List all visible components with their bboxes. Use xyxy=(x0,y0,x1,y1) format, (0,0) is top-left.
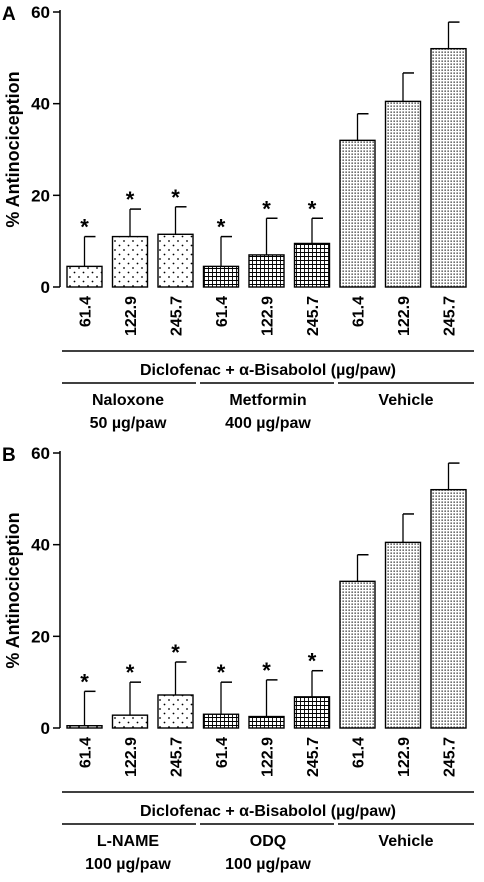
chart-panel-b: B 0 20 40 60 % Antinociception * 61.4 * 122.9 * 245… xyxy=(0,441,484,882)
category-label: 61.4 xyxy=(351,737,368,768)
panel-label: B xyxy=(2,445,16,466)
bar xyxy=(430,47,467,288)
category-label: 61.4 xyxy=(78,296,95,327)
bar xyxy=(384,100,422,288)
bar xyxy=(66,265,103,288)
bar xyxy=(157,694,194,729)
significance-marker: * xyxy=(126,660,135,685)
category-label: 245.7 xyxy=(442,296,459,336)
category-label: 245.7 xyxy=(169,737,186,777)
category-label: 61.4 xyxy=(214,737,231,768)
chart-panel-a: A 0 20 40 60 % Antinociception * 61.4 * 122.9 * 245… xyxy=(2,3,474,432)
bar xyxy=(384,541,422,729)
significance-marker: * xyxy=(80,669,89,694)
bar-chart-a: A 0 20 40 60 % Antinociception * 61.4 * 122.9 * 245… xyxy=(2,3,474,432)
bar xyxy=(202,713,240,729)
bar-chart-b: B 0 20 40 60 % Antinociception * 61.4 * 122.9 * 245… xyxy=(2,444,474,873)
y-tick-label: 20 xyxy=(31,627,50,646)
group-label: Vehicle xyxy=(378,392,433,409)
category-label: 245.7 xyxy=(305,296,322,336)
y-tick-label: 0 xyxy=(41,278,50,297)
group-sublabel: 400 µg/paw xyxy=(225,415,311,432)
x-axis-label: Diclofenac + α-Bisabolol (µg/paw) xyxy=(140,362,396,379)
group-label: Naloxone xyxy=(92,392,164,409)
group-label: ODQ xyxy=(250,833,286,850)
bar xyxy=(66,725,103,729)
group-sublabel: 50 µg/paw xyxy=(90,415,167,432)
category-label: 122.9 xyxy=(123,737,140,777)
x-axis-label: Diclofenac + α-Bisabolol (µg/paw) xyxy=(140,803,396,820)
y-tick-label: 40 xyxy=(31,95,50,114)
bar xyxy=(293,242,331,288)
significance-marker: * xyxy=(262,658,271,683)
bar xyxy=(430,488,467,729)
bar xyxy=(111,235,149,288)
significance-marker: * xyxy=(126,187,135,212)
bar xyxy=(202,265,240,288)
category-label: 122.9 xyxy=(396,296,413,336)
category-label: 245.7 xyxy=(169,296,186,336)
significance-marker: * xyxy=(308,196,317,221)
significance-marker: * xyxy=(262,196,271,221)
category-label: 61.4 xyxy=(78,737,95,768)
y-tick-label: 20 xyxy=(31,186,50,205)
panel-label: A xyxy=(2,4,16,25)
y-tick-label: 60 xyxy=(31,444,50,463)
y-tick-label: 60 xyxy=(31,3,50,22)
bar xyxy=(339,580,376,729)
bar xyxy=(339,139,376,288)
group-label: L-NAME xyxy=(97,833,160,850)
category-label: 245.7 xyxy=(442,737,459,777)
significance-marker: * xyxy=(217,215,226,240)
category-label: 122.9 xyxy=(260,737,277,777)
group-sublabel: 100 µg/paw xyxy=(85,856,171,873)
y-tick-label: 40 xyxy=(31,536,50,555)
y-tick-label: 0 xyxy=(41,719,50,738)
y-axis-label: % Antinociception xyxy=(3,71,23,227)
bar xyxy=(248,254,285,288)
category-label: 61.4 xyxy=(351,296,368,327)
bar xyxy=(248,715,285,729)
significance-marker: * xyxy=(80,215,89,240)
significance-marker: * xyxy=(171,185,180,210)
significance-marker: * xyxy=(217,660,226,685)
category-label: 122.9 xyxy=(123,296,140,336)
y-axis-label: % Antinociception xyxy=(3,512,23,668)
category-label: 61.4 xyxy=(214,296,231,327)
group-label: Vehicle xyxy=(378,833,433,850)
category-label: 122.9 xyxy=(260,296,277,336)
bar xyxy=(293,696,331,729)
group-label: Metformin xyxy=(229,392,306,409)
category-label: 245.7 xyxy=(305,737,322,777)
bar xyxy=(111,714,149,729)
category-label: 122.9 xyxy=(396,737,413,777)
group-sublabel: 100 µg/paw xyxy=(225,856,311,873)
significance-marker: * xyxy=(308,649,317,674)
significance-marker: * xyxy=(171,640,180,665)
bar xyxy=(157,233,194,288)
